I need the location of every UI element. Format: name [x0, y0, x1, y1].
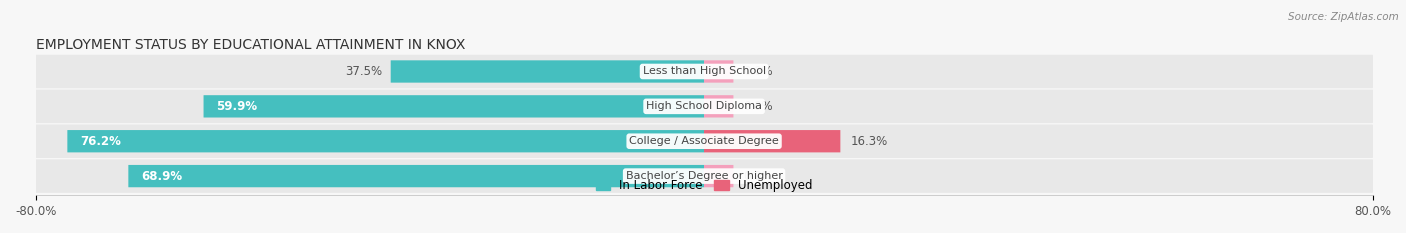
- Text: 0.0%: 0.0%: [744, 100, 773, 113]
- Text: 68.9%: 68.9%: [141, 170, 183, 183]
- Text: EMPLOYMENT STATUS BY EDUCATIONAL ATTAINMENT IN KNOX: EMPLOYMENT STATUS BY EDUCATIONAL ATTAINM…: [35, 38, 465, 52]
- FancyBboxPatch shape: [704, 130, 841, 152]
- Text: 0.0%: 0.0%: [744, 65, 773, 78]
- Text: 37.5%: 37.5%: [346, 65, 382, 78]
- Text: 76.2%: 76.2%: [80, 135, 121, 148]
- FancyBboxPatch shape: [128, 165, 704, 187]
- Text: 16.3%: 16.3%: [851, 135, 887, 148]
- FancyBboxPatch shape: [704, 60, 734, 83]
- Text: Bachelor’s Degree or higher: Bachelor’s Degree or higher: [626, 171, 783, 181]
- Legend: In Labor Force, Unemployed: In Labor Force, Unemployed: [596, 179, 813, 192]
- FancyBboxPatch shape: [704, 165, 734, 187]
- FancyBboxPatch shape: [67, 130, 704, 152]
- Text: Less than High School: Less than High School: [643, 66, 766, 76]
- Text: High School Diploma: High School Diploma: [647, 101, 762, 111]
- FancyBboxPatch shape: [704, 95, 734, 117]
- Text: College / Associate Degree: College / Associate Degree: [630, 136, 779, 146]
- FancyBboxPatch shape: [35, 90, 1374, 123]
- FancyBboxPatch shape: [35, 55, 1374, 88]
- Text: 0.0%: 0.0%: [744, 170, 773, 183]
- Text: Source: ZipAtlas.com: Source: ZipAtlas.com: [1288, 12, 1399, 22]
- FancyBboxPatch shape: [204, 95, 704, 117]
- Text: 59.9%: 59.9%: [217, 100, 257, 113]
- FancyBboxPatch shape: [35, 124, 1374, 158]
- FancyBboxPatch shape: [391, 60, 704, 83]
- FancyBboxPatch shape: [35, 159, 1374, 193]
